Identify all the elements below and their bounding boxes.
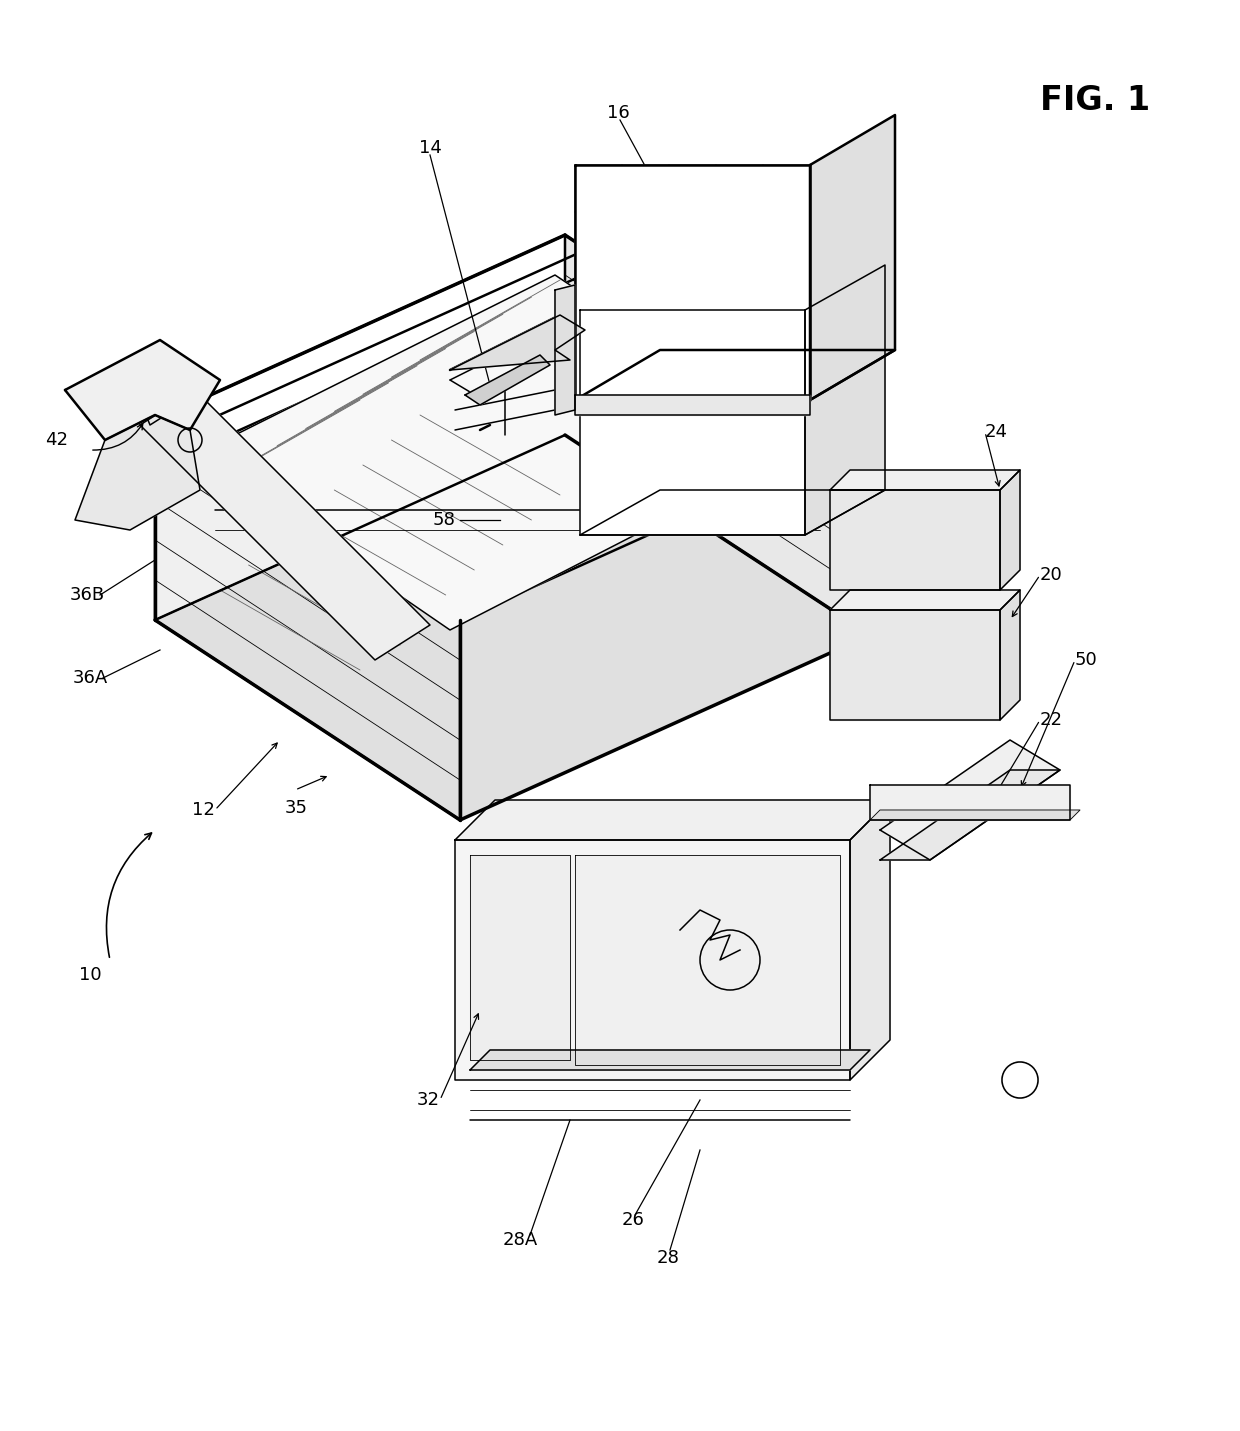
- Polygon shape: [140, 365, 205, 425]
- Polygon shape: [999, 469, 1021, 590]
- Polygon shape: [575, 165, 810, 401]
- Polygon shape: [450, 315, 585, 371]
- Polygon shape: [870, 810, 1080, 820]
- Text: 16: 16: [606, 104, 630, 122]
- Text: 42: 42: [45, 431, 68, 449]
- Polygon shape: [830, 489, 999, 590]
- Circle shape: [1002, 1062, 1038, 1098]
- Polygon shape: [805, 265, 885, 535]
- Text: 24: 24: [985, 424, 1008, 441]
- Text: 28A: 28A: [502, 1231, 538, 1249]
- Circle shape: [1002, 1062, 1038, 1098]
- Polygon shape: [880, 770, 1060, 860]
- Polygon shape: [195, 275, 810, 630]
- Text: 20: 20: [1040, 567, 1063, 584]
- Polygon shape: [830, 469, 1021, 489]
- Polygon shape: [470, 1050, 870, 1070]
- Polygon shape: [880, 740, 1060, 860]
- Text: 36B: 36B: [69, 587, 105, 604]
- Polygon shape: [849, 800, 890, 1080]
- Polygon shape: [155, 235, 870, 620]
- Polygon shape: [870, 786, 1070, 820]
- Polygon shape: [455, 800, 890, 840]
- Polygon shape: [575, 395, 810, 415]
- Text: 35: 35: [285, 798, 308, 817]
- Polygon shape: [575, 854, 839, 1065]
- Text: 10: 10: [78, 966, 102, 985]
- Text: 58: 58: [432, 511, 455, 529]
- Text: 26: 26: [621, 1211, 645, 1229]
- Text: 18: 18: [750, 243, 773, 260]
- Text: 28: 28: [656, 1249, 680, 1266]
- Polygon shape: [74, 415, 200, 529]
- Polygon shape: [155, 421, 460, 820]
- Polygon shape: [64, 341, 219, 439]
- Polygon shape: [565, 235, 870, 635]
- Polygon shape: [999, 590, 1021, 720]
- Polygon shape: [830, 610, 999, 720]
- Text: 14: 14: [419, 139, 441, 157]
- Polygon shape: [810, 114, 895, 401]
- Polygon shape: [455, 840, 849, 1080]
- Polygon shape: [140, 391, 430, 660]
- Polygon shape: [465, 355, 551, 405]
- Polygon shape: [830, 590, 1021, 610]
- Polygon shape: [556, 285, 575, 415]
- Polygon shape: [580, 489, 885, 535]
- Text: 22: 22: [1040, 711, 1063, 728]
- Text: FIG. 1: FIG. 1: [1040, 83, 1149, 116]
- Polygon shape: [580, 311, 805, 535]
- Polygon shape: [470, 854, 570, 1060]
- Text: 12: 12: [192, 801, 215, 819]
- Text: 36A: 36A: [73, 670, 108, 687]
- Text: 32: 32: [417, 1090, 440, 1109]
- Polygon shape: [575, 351, 895, 401]
- Polygon shape: [155, 435, 870, 820]
- Text: 50: 50: [1075, 651, 1097, 670]
